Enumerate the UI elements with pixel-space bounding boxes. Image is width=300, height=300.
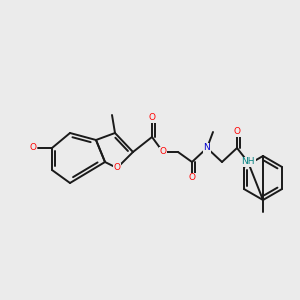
Text: NH: NH <box>241 158 255 166</box>
Text: O: O <box>188 173 196 182</box>
Text: O: O <box>233 128 241 136</box>
Text: N: N <box>204 143 210 152</box>
Text: O: O <box>113 164 121 172</box>
Text: O: O <box>29 143 37 152</box>
Text: O: O <box>160 148 167 157</box>
Text: O: O <box>29 143 36 152</box>
Text: O: O <box>148 113 155 122</box>
